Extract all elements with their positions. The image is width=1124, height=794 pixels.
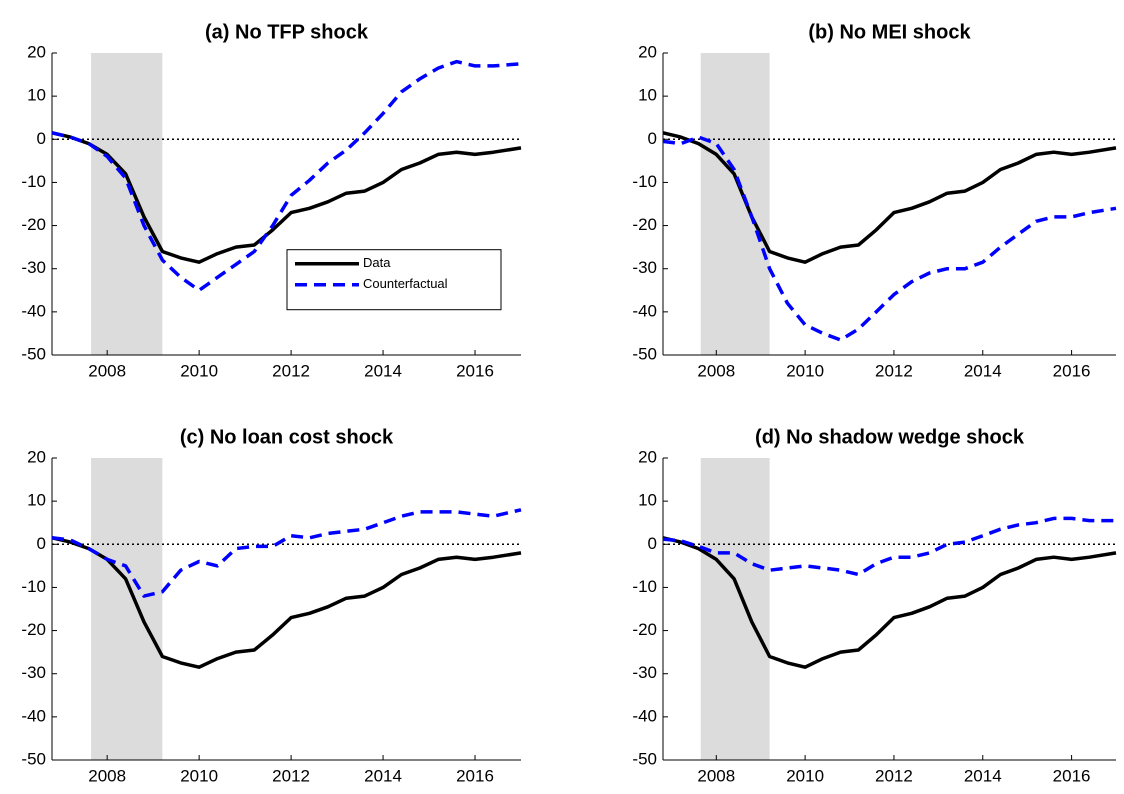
x-tick-label: 2008: [697, 361, 735, 380]
y-tick-label: 0: [648, 534, 657, 553]
x-tick-label: 2012: [875, 361, 913, 380]
x-tick-label: 2012: [875, 766, 913, 785]
y-tick-label: -50: [21, 749, 46, 768]
y-tick-label: 10: [27, 491, 46, 510]
x-tick-label: 2016: [1053, 766, 1091, 785]
series-line: [51, 131, 522, 264]
y-tick-label: 20: [638, 42, 657, 61]
y-tick-label: -10: [21, 172, 46, 191]
series-line: [662, 135, 1117, 342]
y-tick-label: -40: [21, 301, 46, 320]
x-tick-label: 2014: [364, 766, 402, 785]
panel: -50 -40 -30 -20 -10 0 10 20 2008 2010 2012 2014 2016…: [21, 426, 522, 785]
series-line: [51, 508, 522, 598]
y-tick-label: -40: [632, 301, 657, 320]
y-tick-label: 10: [638, 491, 657, 510]
y-tick-label: -30: [21, 258, 46, 277]
y-tick-label: 10: [27, 86, 46, 105]
x-tick-label: 2016: [456, 766, 494, 785]
panel: -50 -40 -30 -20 -10 0 10 20 2008 2010 2012 2014 2016…: [632, 21, 1117, 380]
x-tick-label: 2010: [180, 766, 218, 785]
series-line: [51, 59, 522, 293]
legend-label: Counterfactual: [363, 276, 448, 291]
y-tick-label: 0: [648, 129, 657, 148]
x-tick-label: 2008: [88, 766, 126, 785]
panel: -50 -40 -30 -20 -10 0 10 20 2008 2010 2012 2014 2016…: [632, 426, 1117, 785]
y-tick-label: -50: [632, 344, 657, 363]
recession-shade: [700, 458, 770, 760]
y-tick-label: 10: [638, 86, 657, 105]
y-tick-label: -50: [632, 749, 657, 768]
legend-box: [286, 249, 502, 311]
panel-title: (d) No shadow wedge shock: [755, 426, 1025, 448]
series-line: [662, 516, 1116, 577]
panel: -50 -40 -30 -20 -10 0 10 20 2008 2010 2012 2014 2016…: [21, 21, 522, 380]
y-tick-label: -10: [632, 577, 657, 596]
series-line: [51, 536, 522, 669]
legend-label: Data: [363, 255, 391, 270]
panel-title: (c) No loan cost shock: [180, 426, 394, 448]
panel-title: (b) No MEI shock: [808, 21, 971, 43]
y-tick-label: -30: [21, 663, 46, 682]
x-tick-label: 2008: [88, 361, 126, 380]
y-tick-label: 20: [638, 447, 657, 466]
recession-shade: [700, 53, 770, 355]
y-tick-label: -30: [632, 258, 657, 277]
y-tick-label: -40: [21, 706, 46, 725]
x-tick-label: 2016: [1053, 361, 1091, 380]
y-tick-label: -50: [21, 344, 46, 363]
x-tick-label: 2012: [272, 766, 310, 785]
x-tick-label: 2010: [180, 361, 218, 380]
y-tick-label: -10: [21, 577, 46, 596]
x-tick-label: 2016: [456, 361, 494, 380]
panel-title: (a) No TFP shock: [205, 21, 369, 43]
x-tick-label: 2010: [786, 766, 824, 785]
x-tick-label: 2008: [697, 766, 735, 785]
x-tick-label: 2014: [364, 361, 402, 380]
y-tick-label: -40: [632, 706, 657, 725]
y-tick-label: -30: [632, 663, 657, 682]
y-tick-label: 20: [27, 447, 46, 466]
series-line: [662, 536, 1117, 669]
y-tick-label: -20: [632, 620, 657, 639]
x-tick-label: 2010: [786, 361, 824, 380]
y-tick-label: -20: [21, 215, 46, 234]
y-tick-label: 0: [37, 129, 46, 148]
recession-shade: [91, 53, 163, 355]
y-tick-label: -20: [632, 215, 657, 234]
x-tick-label: 2014: [964, 766, 1002, 785]
y-tick-label: 20: [27, 42, 46, 61]
x-tick-label: 2014: [964, 361, 1002, 380]
x-tick-label: 2012: [272, 361, 310, 380]
recession-shade: [91, 458, 163, 760]
y-tick-label: -10: [632, 172, 657, 191]
y-tick-label: -20: [21, 620, 46, 639]
y-tick-label: 0: [37, 534, 46, 553]
